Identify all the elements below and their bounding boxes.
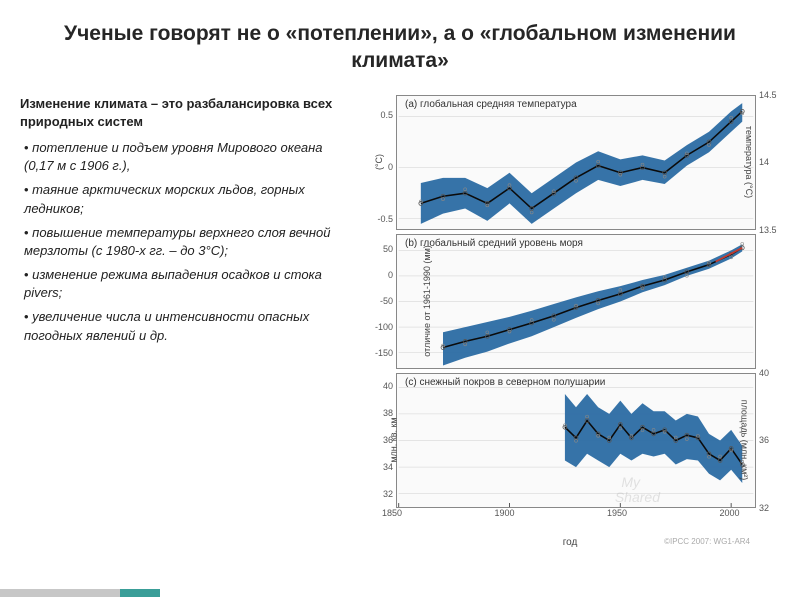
- chart-source-note: ©IPCC 2007: WG1-AR4: [664, 537, 750, 546]
- x-tick-label: 1850: [382, 508, 402, 518]
- y-tick-right: 13.5: [759, 225, 783, 235]
- chart-stack: (a) глобальная средняя температура(°C)те…: [360, 95, 775, 535]
- chart-svg: [397, 235, 755, 368]
- chart-panel-c: (c) снежный покров в северном полушариим…: [396, 373, 756, 508]
- y-tick: 32: [369, 489, 393, 499]
- bullet-item: потепление и подъем уровня Мирового океа…: [24, 139, 350, 175]
- footer-bar-grey: [0, 589, 120, 597]
- chart-svg: [397, 96, 755, 229]
- y-tick-right: 14.5: [759, 90, 783, 100]
- chart-svg: [397, 374, 755, 507]
- y-tick-right: 14: [759, 157, 783, 167]
- panel-title-a: (a) глобальная средняя температура: [405, 99, 577, 110]
- footer-accent-bar: [0, 584, 160, 594]
- bullet-item: изменение режима выпадения осадков и сто…: [24, 266, 350, 302]
- y-tick: -150: [369, 348, 393, 358]
- y-tick: -100: [369, 322, 393, 332]
- page-title: Ученые говорят не о «потеплении», а о «г…: [0, 0, 800, 85]
- y-tick: -0.5: [369, 214, 393, 224]
- y-tick: -50: [369, 296, 393, 306]
- y-tick: 0: [369, 162, 393, 172]
- y-label-right: температура (°C): [744, 126, 754, 198]
- y-tick: 38: [369, 408, 393, 418]
- bullet-item: увеличение числа и интенсивности опасных…: [24, 308, 350, 344]
- footer-bar-teal: [120, 589, 160, 597]
- y-tick: 36: [369, 435, 393, 445]
- chart-panel-a: (a) глобальная средняя температура(°C)те…: [396, 95, 756, 230]
- x-tick-row: 1850190019502000: [396, 508, 756, 520]
- panel-title-c: (c) снежный покров в северном полушарии: [405, 377, 605, 388]
- text-column: Изменение климата – это разбалансировка …: [20, 95, 350, 548]
- y-tick-right: 40: [759, 368, 783, 378]
- bullet-item: повышение температуры верхнего слоя вечн…: [24, 224, 350, 260]
- content-row: Изменение климата – это разбалансировка …: [0, 85, 800, 568]
- chart-panel-b: (b) глобальный средний уровень моряотлич…: [396, 234, 756, 369]
- x-tick-label: 2000: [720, 508, 740, 518]
- y-tick: 40: [369, 381, 393, 391]
- slide: Ученые говорят не о «потеплении», а о «г…: [0, 0, 800, 600]
- x-tick-label: 1900: [495, 508, 515, 518]
- y-tick: 34: [369, 462, 393, 472]
- y-tick-right: 32: [759, 503, 783, 513]
- y-tick: 50: [369, 244, 393, 254]
- bullet-item: таяние арктических морских льдов, горных…: [24, 181, 350, 217]
- panel-title-b: (b) глобальный средний уровень моря: [405, 238, 583, 249]
- bullet-list: потепление и подъем уровня Мирового океа…: [20, 139, 350, 345]
- x-tick-label: 1950: [607, 508, 627, 518]
- chart-column: (a) глобальная средняя температура(°C)те…: [360, 95, 780, 548]
- lead-paragraph: Изменение климата – это разбалансировка …: [20, 95, 350, 131]
- y-label-left: отличие от 1961-1990 (мм): [422, 245, 432, 357]
- y-label-right: площадь (млн. км²): [740, 400, 750, 481]
- y-tick: 0: [369, 270, 393, 280]
- y-tick: 0.5: [369, 110, 393, 120]
- y-tick-right: 36: [759, 435, 783, 445]
